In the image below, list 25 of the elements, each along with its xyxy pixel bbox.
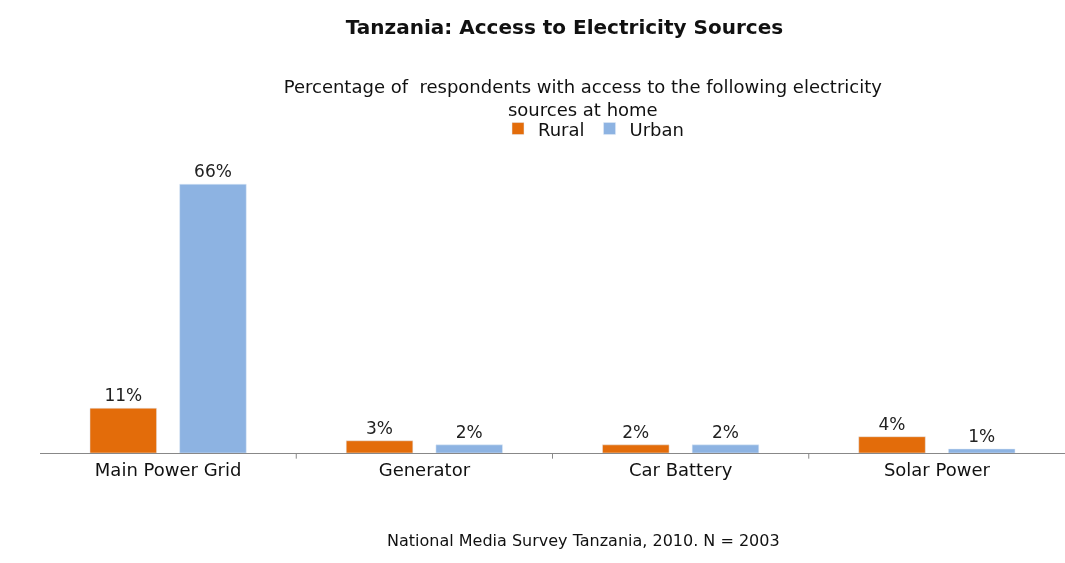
bar: [858, 436, 926, 453]
data-label: 2%: [711, 421, 739, 442]
x-tick-label: Main Power Grid: [94, 458, 242, 480]
x-tick-label: Car Battery: [628, 458, 733, 480]
x-tick-label: Generator: [378, 458, 471, 480]
bar: [691, 444, 760, 453]
bar: [89, 407, 157, 453]
chart-title: Tanzania: Access to Electricity Sources: [345, 14, 784, 39]
data-label: 2%: [622, 421, 650, 442]
data-label: 11%: [104, 385, 143, 406]
data-label: 1%: [968, 425, 996, 446]
x-tick-label: Solar Power: [883, 458, 991, 480]
bar: [345, 440, 414, 453]
bar: [179, 183, 247, 453]
bar: [948, 448, 1016, 453]
text: National Media Survey Tanzania, 2010. N = 2003: [387, 531, 780, 550]
data-label: 66%: [194, 161, 232, 182]
data-label: 2%: [455, 421, 483, 442]
bar: [435, 444, 503, 453]
legend-label: Rural: [538, 118, 585, 140]
data-label: 3%: [366, 417, 394, 438]
bar: [602, 444, 670, 453]
legend-label: Urban: [629, 118, 684, 140]
chart-subtitle: Percentage of respondents with access to the following electricity sources at home: [283, 76, 883, 121]
data-label: 4%: [878, 413, 906, 434]
